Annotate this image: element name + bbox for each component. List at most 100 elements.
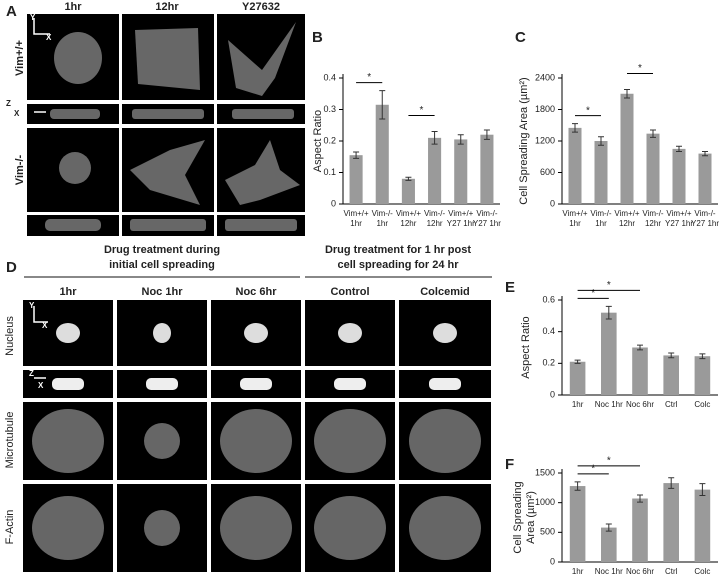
micrographs bbox=[27, 14, 305, 236]
error-bar bbox=[637, 494, 643, 503]
significance-mark: * bbox=[420, 105, 424, 116]
error-bar bbox=[457, 134, 464, 145]
column-header: Noc 1hr bbox=[142, 286, 184, 298]
x-tick-label: Vim-/- bbox=[476, 209, 498, 218]
error-bar bbox=[668, 477, 675, 489]
actin bbox=[32, 496, 104, 560]
panel-label: B bbox=[312, 29, 323, 46]
x-tick-label: 12hr bbox=[645, 219, 661, 228]
x-tick-label: 1hr bbox=[572, 400, 584, 409]
axis-glyph-label: X bbox=[46, 33, 52, 42]
axis-glyph-label: X bbox=[42, 321, 48, 330]
column-header: Y27632 bbox=[242, 1, 280, 13]
y-tick-label: 1500 bbox=[535, 467, 555, 477]
error-bar bbox=[574, 359, 581, 364]
error-bar bbox=[699, 353, 706, 360]
actin bbox=[409, 496, 481, 560]
x-tick-label: Vim-/- bbox=[424, 209, 446, 218]
axis-glyph-label: Y bbox=[30, 13, 36, 22]
axis-glyph-label: X bbox=[14, 109, 20, 118]
column-header: Noc 6hr bbox=[236, 286, 278, 298]
y-axis-label: Aspect Ratio bbox=[520, 316, 532, 378]
y-tick-label: 0 bbox=[550, 556, 555, 566]
error-bar bbox=[431, 131, 438, 145]
x-tick-label: Y27 1hr bbox=[665, 219, 693, 228]
x-tick-label: Vim+/+ bbox=[614, 209, 640, 218]
column-header: Colcemid bbox=[420, 286, 470, 298]
bar bbox=[646, 133, 660, 204]
panel-label: E bbox=[505, 279, 515, 296]
column-header: Control bbox=[330, 286, 369, 298]
cell bbox=[225, 219, 297, 231]
column-header: 12hr bbox=[155, 1, 179, 13]
significance-mark: * bbox=[586, 105, 590, 116]
y-tick-label: 0.3 bbox=[323, 104, 336, 114]
panel-label: C bbox=[515, 29, 526, 46]
panel-label: D bbox=[6, 259, 17, 276]
bar bbox=[375, 104, 389, 204]
x-tick-label: Ctrl bbox=[665, 567, 678, 576]
x-tick-label: Vim+/+ bbox=[343, 209, 369, 218]
y-tick-label: 2400 bbox=[535, 72, 555, 82]
cell bbox=[54, 32, 102, 84]
bar bbox=[401, 178, 415, 204]
bar bbox=[694, 356, 711, 395]
y-tick-label: 0.4 bbox=[323, 72, 336, 82]
axis-glyph-label: Y bbox=[29, 301, 35, 310]
panel-label: A bbox=[6, 3, 17, 20]
microtubule bbox=[144, 423, 180, 459]
column-header: 1hr bbox=[64, 1, 82, 13]
x-tick-label: Vim-/- bbox=[694, 209, 716, 218]
column-header: 1hr bbox=[59, 286, 77, 298]
error-bar bbox=[637, 344, 643, 351]
row-header: Vim+/+ bbox=[14, 40, 26, 76]
row-header: Nucleus bbox=[4, 316, 16, 356]
cell bbox=[130, 219, 206, 231]
panel-label: F bbox=[505, 456, 514, 473]
bar bbox=[632, 347, 648, 395]
cell bbox=[45, 219, 101, 231]
x-tick-label: Y27 1hr bbox=[447, 219, 475, 228]
x-tick-label: Vim+/+ bbox=[666, 209, 692, 218]
significance-mark: * bbox=[591, 464, 595, 475]
microtubule bbox=[409, 409, 481, 473]
bar bbox=[632, 498, 648, 562]
error-bar bbox=[483, 129, 490, 140]
significance-mark: * bbox=[367, 72, 371, 83]
bar bbox=[480, 134, 494, 204]
error-bar bbox=[605, 305, 612, 320]
axis-glyph-label: Z bbox=[29, 369, 34, 378]
y-tick-label: 1000 bbox=[535, 497, 555, 507]
bar bbox=[601, 527, 617, 562]
bar bbox=[428, 137, 442, 204]
y-tick-label: 0.2 bbox=[542, 358, 555, 368]
error-bar bbox=[650, 129, 656, 138]
x-tick-label: Noc 1hr bbox=[595, 400, 623, 409]
significance-mark: * bbox=[607, 456, 611, 467]
x-tick-label: Vim-/- bbox=[590, 209, 612, 218]
significance-mark: * bbox=[607, 280, 611, 291]
x-tick-label: Noc 1hr bbox=[595, 567, 623, 576]
nucleus-side bbox=[429, 378, 461, 390]
error-bar bbox=[379, 90, 386, 120]
error-bar bbox=[702, 151, 708, 157]
axis-glyph-label: X bbox=[38, 381, 44, 390]
bar bbox=[569, 361, 586, 395]
y-axis-label: Aspect Ratio bbox=[312, 110, 324, 172]
error-bar bbox=[668, 352, 675, 359]
cell bbox=[135, 28, 200, 90]
y-tick-label: 500 bbox=[540, 527, 555, 537]
y-tick-label: 0.6 bbox=[542, 294, 555, 304]
x-tick-label: 1hr bbox=[376, 219, 388, 228]
x-tick-label: Vim-/- bbox=[642, 209, 664, 218]
x-tick-label: 1hr bbox=[572, 567, 584, 576]
x-tick-label: Vim+/+ bbox=[396, 209, 422, 218]
bar bbox=[454, 139, 468, 204]
error-bar bbox=[572, 123, 578, 133]
bar bbox=[694, 489, 711, 562]
row-header: Vim-/- bbox=[14, 154, 26, 185]
actin bbox=[144, 510, 180, 546]
cell bbox=[228, 22, 296, 96]
error-bar bbox=[598, 136, 604, 146]
